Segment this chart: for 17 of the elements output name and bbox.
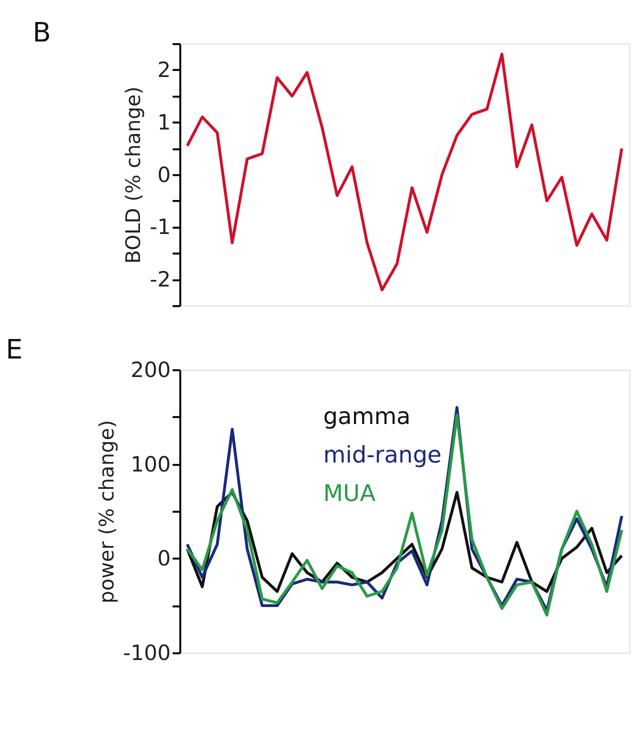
y-tick-label: 200 bbox=[130, 356, 171, 382]
y-axis-title: BOLD (% change) bbox=[121, 86, 146, 264]
y-tick-label: 1 bbox=[157, 109, 171, 134]
y-axis-title: power (% change) bbox=[94, 420, 118, 604]
line-series bbox=[186, 52, 624, 292]
y-tick-label: 100 bbox=[130, 451, 171, 476]
y-tick-label: 0 bbox=[157, 162, 171, 187]
y-tick-label: 2 bbox=[157, 57, 171, 82]
y-tick-label: -1 bbox=[150, 214, 171, 240]
chart-title: E bbox=[6, 334, 23, 366]
y-tick-label: -100 bbox=[123, 640, 171, 665]
chart-title: B bbox=[32, 18, 51, 49]
y-tick-label: -2 bbox=[150, 266, 171, 292]
text: gamma bbox=[323, 404, 411, 430]
series-label: mid-range bbox=[323, 442, 442, 468]
series-label: MUA bbox=[323, 480, 376, 507]
y-tick-label: 0 bbox=[157, 546, 171, 571]
